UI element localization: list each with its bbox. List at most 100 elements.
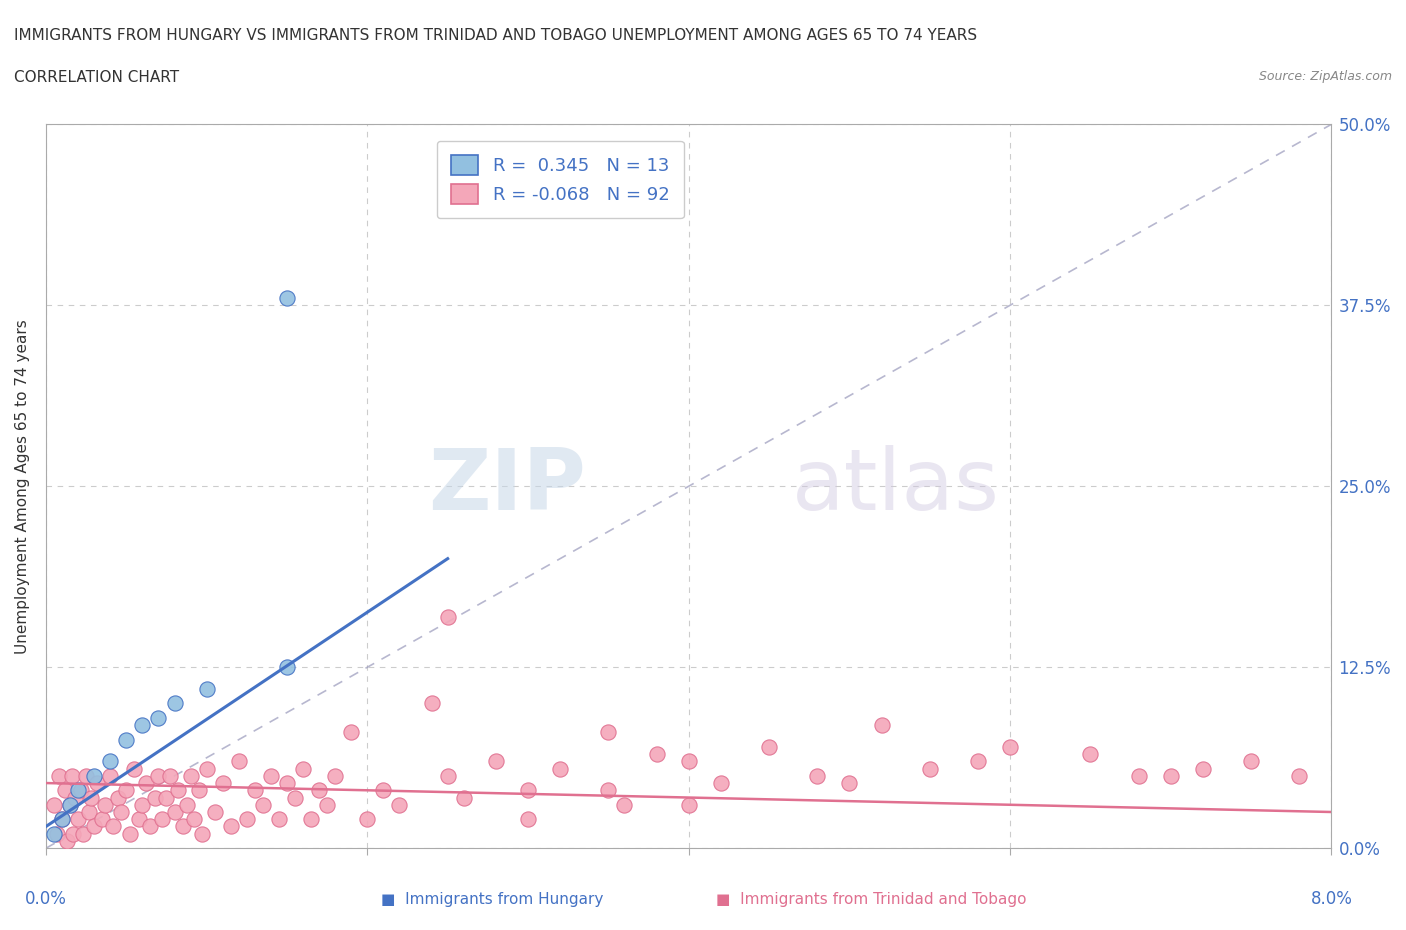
Point	[51, 812, 73, 827]
Point	[139, 819, 162, 834]
Point	[115, 783, 138, 798]
Legend: R =  0.345   N = 13, R = -0.068   N = 92: R = 0.345 N = 13, R = -0.068 N = 92	[437, 140, 683, 219]
Text: IMMIGRANTS FROM HUNGARY VS IMMIGRANTS FROM TRINIDAD AND TOBAGO UNEMPLOYMENT AMON: IMMIGRANTS FROM HUNGARY VS IMMIGRANTS FR…	[14, 28, 977, 43]
Point	[75, 768, 97, 783]
Point	[1160, 768, 1182, 783]
Point	[115, 732, 138, 747]
Point	[91, 812, 114, 827]
Point	[340, 725, 363, 740]
Point	[48, 768, 70, 783]
Point	[67, 812, 90, 827]
Point	[172, 819, 194, 834]
Text: Source: ZipAtlas.com: Source: ZipAtlas.com	[1258, 70, 1392, 83]
Point	[645, 747, 668, 762]
Point	[292, 761, 315, 776]
Point	[70, 783, 93, 798]
Point	[308, 783, 330, 798]
Text: ■  Immigrants from Hungary: ■ Immigrants from Hungary	[381, 892, 603, 907]
Point	[228, 754, 250, 769]
Point	[388, 797, 411, 812]
Point	[135, 776, 157, 790]
Point	[148, 768, 170, 783]
Point	[710, 776, 733, 790]
Point	[131, 718, 153, 733]
Point	[166, 783, 188, 798]
Point	[758, 739, 780, 754]
Point	[204, 804, 226, 819]
Point	[485, 754, 508, 769]
Point	[420, 696, 443, 711]
Point	[46, 826, 69, 841]
Point	[163, 804, 186, 819]
Point	[195, 761, 218, 776]
Point	[548, 761, 571, 776]
Point	[62, 826, 84, 841]
Point	[128, 812, 150, 827]
Point	[276, 776, 298, 790]
Point	[678, 797, 700, 812]
Point	[598, 725, 620, 740]
Point	[1288, 768, 1310, 783]
Point	[436, 768, 458, 783]
Point	[83, 819, 105, 834]
Point	[236, 812, 259, 827]
Point	[42, 797, 65, 812]
Point	[63, 790, 86, 805]
Point	[373, 783, 395, 798]
Point	[183, 812, 205, 827]
Point	[98, 768, 121, 783]
Point	[148, 711, 170, 725]
Point	[299, 812, 322, 827]
Point	[436, 609, 458, 624]
Point	[72, 826, 94, 841]
Point	[211, 776, 233, 790]
Point	[1128, 768, 1150, 783]
Point	[517, 783, 540, 798]
Point	[118, 826, 141, 841]
Text: atlas: atlas	[792, 445, 1000, 527]
Point	[98, 754, 121, 769]
Point	[613, 797, 636, 812]
Point	[131, 797, 153, 812]
Point	[678, 754, 700, 769]
Point	[51, 812, 73, 827]
Point	[163, 696, 186, 711]
Point	[59, 797, 82, 812]
Point	[67, 783, 90, 798]
Point	[276, 290, 298, 305]
Text: 8.0%: 8.0%	[1310, 890, 1353, 908]
Point	[107, 790, 129, 805]
Point	[260, 768, 283, 783]
Point	[80, 790, 103, 805]
Point	[598, 783, 620, 798]
Point	[806, 768, 828, 783]
Point	[187, 783, 209, 798]
Point	[517, 812, 540, 827]
Point	[918, 761, 941, 776]
Point	[59, 797, 82, 812]
Point	[1192, 761, 1215, 776]
Point	[155, 790, 177, 805]
Point	[159, 768, 181, 783]
Point	[838, 776, 860, 790]
Point	[124, 761, 146, 776]
Point	[870, 718, 893, 733]
Point	[180, 768, 202, 783]
Point	[42, 826, 65, 841]
Point	[176, 797, 198, 812]
Point	[103, 819, 125, 834]
Point	[1240, 754, 1263, 769]
Point	[998, 739, 1021, 754]
Point	[94, 797, 117, 812]
Text: 0.0%: 0.0%	[25, 890, 67, 908]
Point	[267, 812, 290, 827]
Point	[219, 819, 242, 834]
Point	[323, 768, 346, 783]
Point	[110, 804, 132, 819]
Point	[195, 682, 218, 697]
Y-axis label: Unemployment Among Ages 65 to 74 years: Unemployment Among Ages 65 to 74 years	[15, 319, 30, 654]
Point	[453, 790, 475, 805]
Point	[356, 812, 378, 827]
Text: ■  Immigrants from Trinidad and Tobago: ■ Immigrants from Trinidad and Tobago	[717, 892, 1026, 907]
Point	[243, 783, 266, 798]
